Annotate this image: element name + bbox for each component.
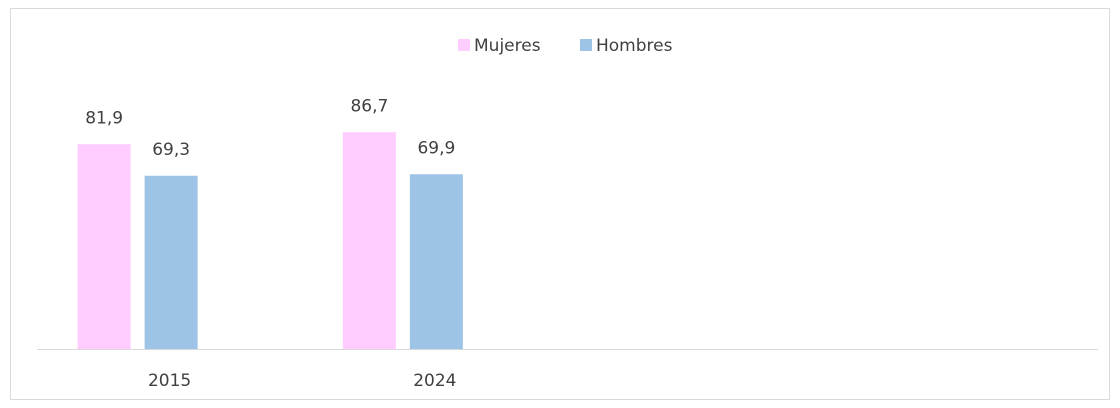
legend-label: Mujeres bbox=[474, 36, 541, 56]
bar bbox=[342, 132, 396, 349]
legend-label: Hombres bbox=[596, 36, 673, 56]
data-label: 81,9 bbox=[85, 108, 123, 128]
x-tick-label: 2024 bbox=[413, 371, 456, 391]
bar bbox=[77, 144, 131, 349]
chart-frame bbox=[10, 8, 1110, 400]
bar bbox=[409, 174, 463, 349]
data-label: 69,9 bbox=[417, 138, 455, 158]
bar bbox=[144, 175, 198, 349]
data-label: 69,3 bbox=[152, 140, 190, 160]
data-label: 86,7 bbox=[350, 96, 388, 116]
legend-swatch bbox=[458, 39, 470, 51]
x-tick-label: 2015 bbox=[148, 371, 191, 391]
legend-swatch bbox=[580, 39, 592, 51]
